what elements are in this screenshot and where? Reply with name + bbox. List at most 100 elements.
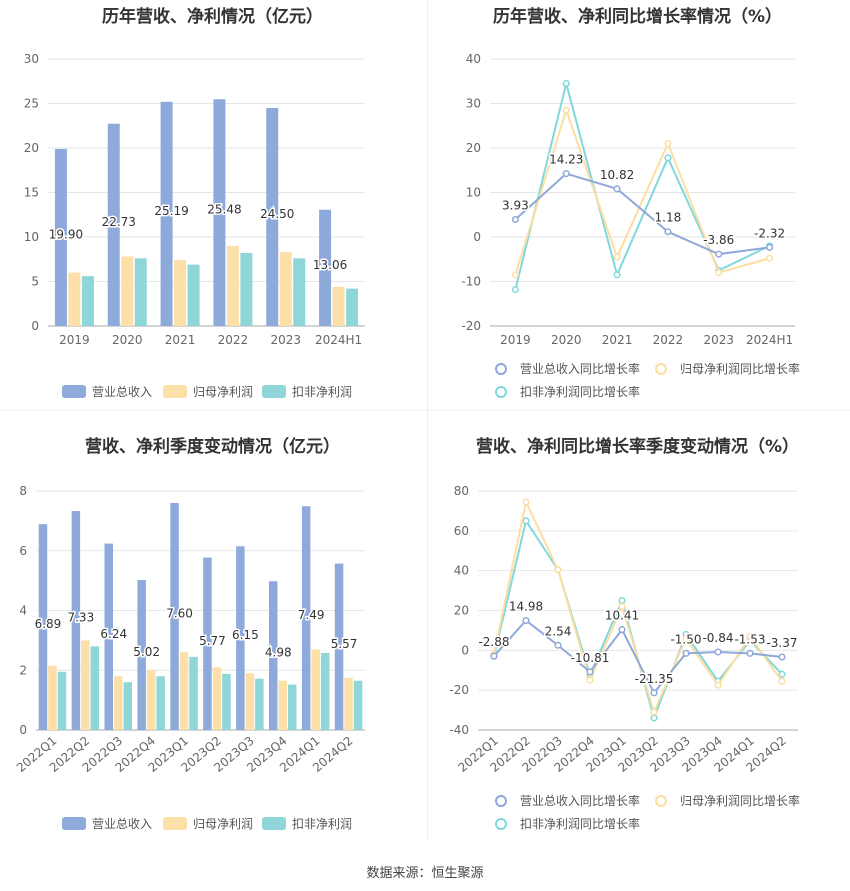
- x-tick-label: 2020: [112, 333, 143, 347]
- y-tick-label: -20: [449, 683, 469, 697]
- y-tick-label: 2: [19, 663, 27, 677]
- data-point: [586, 676, 594, 684]
- data-point: [511, 271, 519, 279]
- legend-label: 扣非净利润同比增长率: [520, 817, 641, 831]
- data-label: 10.41: [605, 609, 639, 623]
- bar-revenue: [269, 581, 278, 730]
- bar-parent-profit: [174, 260, 187, 326]
- bar-deducted-profit: [288, 684, 297, 730]
- data-point: [746, 632, 754, 640]
- legend-swatch: [262, 817, 286, 830]
- data-point: [766, 243, 774, 251]
- legend-item-deducted-growth[interactable]: 扣非净利润同比增长率: [488, 383, 640, 400]
- data-point: [650, 708, 658, 716]
- x-tick-label: 2019: [59, 333, 90, 347]
- data-point: [562, 106, 570, 114]
- data-point: [650, 689, 658, 697]
- legend-item-parent-profit[interactable]: 归母净利润: [163, 383, 253, 400]
- data-label: 6.89: [35, 617, 62, 631]
- y-tick-label: 20: [466, 141, 481, 155]
- annual-growth-chart: -20 -10 0 10 20 30 40 2019 2020 2021 2022 2023 2024H…: [461, 52, 795, 347]
- legend-item-parent-growth[interactable]: 归母净利润同比增长率: [648, 360, 800, 377]
- data-label: -3.37: [766, 636, 797, 650]
- bar-revenue: [54, 148, 67, 326]
- legend-item-deducted-growth[interactable]: 扣非净利润同比增长率: [488, 815, 640, 832]
- legend-item-revenue[interactable]: 营业总收入: [62, 383, 152, 400]
- legend-item-revenue-growth[interactable]: 营业总收入同比增长率: [488, 792, 640, 809]
- data-point: [715, 269, 723, 277]
- data-point: [682, 649, 690, 657]
- bar-deducted-profit: [156, 676, 165, 730]
- legend-label: 营业总收入: [92, 385, 153, 399]
- data-point: [613, 253, 621, 261]
- y-tick-label: 25: [24, 97, 39, 111]
- legend-item-parent-growth[interactable]: 归母净利润同比增长率: [648, 792, 800, 809]
- legend-label: 归母净利润: [193, 817, 254, 831]
- data-point: [664, 140, 672, 148]
- data-point: [778, 653, 786, 661]
- data-label: 24.50: [260, 207, 294, 221]
- y-tick-label: 60: [454, 524, 469, 538]
- y-tick-label: 0: [473, 230, 481, 244]
- y-tick-label: 15: [24, 186, 39, 200]
- data-label: 1.18: [655, 211, 682, 225]
- bar-parent-profit: [212, 667, 222, 730]
- bar-parent-profit: [279, 252, 292, 326]
- y-tick-label: -40: [449, 723, 469, 737]
- legend-label: 扣非净利润同比增长率: [520, 385, 641, 399]
- series-line-deducted-profit: [514, 83, 771, 290]
- legend-item-deducted-profit[interactable]: 扣非净利润: [262, 815, 352, 832]
- x-tick-label: 2020: [551, 333, 582, 347]
- legend-swatch: [163, 817, 187, 830]
- y-tick-label: 80: [454, 484, 469, 498]
- bar-parent-profit: [311, 649, 320, 730]
- annual-growth-panel: 历年营收、净利同比增长率情况（%） -20 -10 0 10 20 30 40 2019 202…: [425, 0, 850, 420]
- bar-revenue: [107, 123, 120, 326]
- data-label: -1.53: [734, 632, 765, 646]
- bar-parent-profit: [332, 286, 345, 326]
- y-tick-label: 20: [454, 604, 469, 618]
- data-label: 13.06: [313, 258, 347, 272]
- data-label: -21.35: [635, 672, 674, 686]
- data-label: 5.77: [199, 634, 226, 648]
- data-label: -10.81: [571, 651, 610, 665]
- y-tick-label: -20: [461, 319, 481, 333]
- y-tick-label: 0: [461, 643, 469, 657]
- data-point: [511, 215, 519, 224]
- data-point: [562, 79, 570, 88]
- bar-deducted-profit: [123, 682, 132, 730]
- data-label: 25.19: [154, 204, 188, 218]
- legend-item-revenue-growth[interactable]: 营业总收入同比增长率: [488, 360, 640, 377]
- y-tick-label: 10: [466, 186, 481, 200]
- data-point: [613, 271, 621, 279]
- legend-swatch: [488, 362, 514, 375]
- x-tick-label: 2024H1: [315, 333, 362, 347]
- data-point: [618, 596, 626, 605]
- data-label: 6.24: [100, 627, 127, 641]
- data-point: [664, 228, 672, 236]
- legend-item-parent-profit[interactable]: 归母净利润: [163, 815, 253, 832]
- bar-deducted-profit: [57, 671, 67, 730]
- legend-item-revenue[interactable]: 营业总收入: [62, 815, 152, 832]
- x-tick-label: 2023: [270, 333, 301, 347]
- data-point: [613, 185, 621, 193]
- bar-deducted-profit: [189, 656, 198, 730]
- y-tick-label: 30: [466, 97, 481, 111]
- bar-revenue: [160, 101, 173, 327]
- y-tick-label: 8: [19, 484, 27, 498]
- data-label: 22.73: [102, 215, 136, 229]
- data-label: -2.32: [754, 226, 785, 240]
- series-line-revenue: [493, 619, 783, 695]
- quarterly-growth-panel: 营收、净利同比增长率季度变动情况（%） -40 -20 0 20 40 60 80 2022Q…: [425, 430, 850, 850]
- data-point: [554, 641, 562, 649]
- legend-label: 营业总收入: [92, 817, 153, 831]
- legend-label: 归母净利润同比增长率: [680, 794, 801, 808]
- bar-revenue: [266, 107, 279, 326]
- data-point: [511, 285, 519, 294]
- annual-revenue-profit-chart: 0 5 10 15 20 25 30 2019 2020 2021 2022 2023 2024H1 19…: [24, 52, 365, 347]
- data-label: 7.49: [298, 608, 325, 622]
- legend-swatch: [488, 385, 514, 398]
- data-point: [522, 498, 530, 506]
- legend-swatch: [62, 817, 86, 830]
- legend-item-deducted-profit[interactable]: 扣非净利润: [262, 383, 352, 400]
